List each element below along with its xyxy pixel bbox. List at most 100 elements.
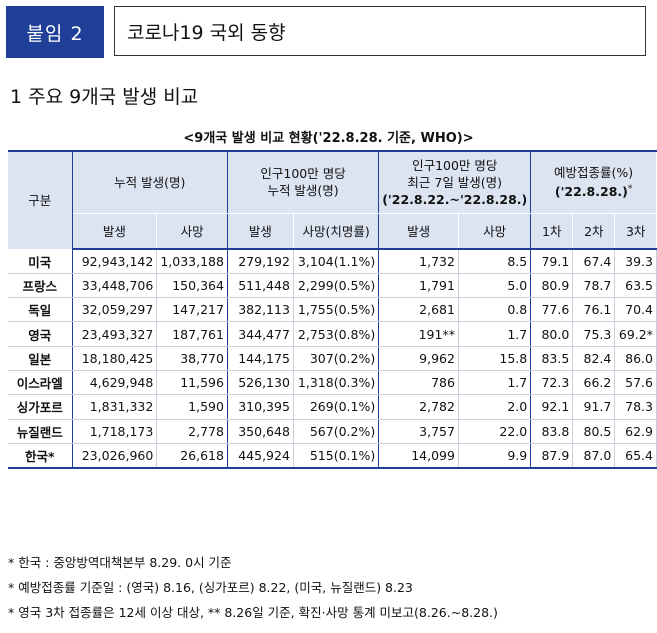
value-cell: 80.0: [530, 321, 574, 347]
header-vacc-line2: ('22.8.28.): [554, 184, 628, 200]
value-cell: 9.9: [458, 443, 532, 469]
value-cell: 1,318(0.3%): [293, 370, 380, 396]
value-cell: 15.8: [458, 346, 532, 371]
value-cell: 77.6: [530, 297, 574, 323]
value-cell: 1.7: [458, 370, 532, 396]
table-row: 영국 23,493,327 187,761 344,477 2,753(0.8%) 191…: [8, 321, 657, 347]
value-cell: 22.0: [458, 419, 532, 444]
country-cell: 일본: [8, 346, 73, 371]
value-cell: 8.5: [458, 249, 532, 274]
value-cell: 786: [378, 370, 459, 396]
value-cell: 82.4: [572, 346, 616, 371]
value-cell: 2,778: [156, 419, 228, 444]
country-cell: 독일: [8, 297, 73, 323]
value-cell: 0.8: [458, 297, 532, 323]
value-cell: 526,130: [227, 370, 294, 396]
value-cell: 1,590: [156, 394, 228, 420]
value-cell: 32,059,297: [72, 297, 158, 323]
value-cell: 2.0: [458, 394, 532, 420]
attachment-badge: 붙임 2: [6, 6, 104, 58]
value-cell: 92,943,142: [72, 249, 158, 274]
subheader-cell: 사망: [156, 213, 228, 250]
header-vaccination: 예방접종률(%) ('22.8.28.)*: [530, 150, 657, 214]
subheader-cell: 발생: [227, 213, 294, 250]
country-cell: 뉴질랜드: [8, 419, 73, 444]
country-cell: 이스라엘: [8, 370, 73, 396]
header-recent-line3: ('22.8.22.~'22.8.28.): [382, 191, 528, 207]
value-cell: 86.0: [614, 346, 657, 371]
value-cell: 87.9: [530, 443, 574, 469]
country-cell: 미국: [8, 249, 73, 274]
value-cell: 5.0: [458, 273, 532, 299]
value-cell: 38,770: [156, 346, 228, 371]
value-cell: 72.3: [530, 370, 574, 396]
value-cell: 1,791: [378, 273, 459, 299]
header-vacc-line1: 예방접종률(%): [554, 165, 634, 181]
value-cell: 144,175: [227, 346, 294, 371]
header-recent: 인구100만 명당 최근 7일 발생(명) ('22.8.22.~'22.8.2…: [378, 150, 532, 214]
value-cell: 66.2: [572, 370, 616, 396]
value-cell: 1,831,332: [72, 394, 158, 420]
header-cumulative: 누적 발생(명): [72, 150, 228, 214]
value-cell: 1,732: [378, 249, 459, 274]
value-cell: 57.6: [614, 370, 657, 396]
value-cell: 515(0.1%): [293, 443, 380, 469]
table-row: 한국* 23,026,960 26,618 445,924 515(0.1%) 14,09…: [8, 443, 657, 469]
country-cell: 영국: [8, 321, 73, 347]
value-cell: 2,299(0.5%): [293, 273, 380, 299]
value-cell: 83.8: [530, 419, 574, 444]
value-cell: 2,782: [378, 394, 459, 420]
page-header: 붙임 2 코로나19 국외 동향: [6, 6, 646, 58]
value-cell: 382,113: [227, 297, 294, 323]
value-cell: 79.1: [530, 249, 574, 274]
table-row: 독일 32,059,297 147,217 382,113 1,755(0.5%) 2,6…: [8, 297, 657, 323]
value-cell: 567(0.2%): [293, 419, 380, 444]
value-cell: 279,192: [227, 249, 294, 274]
table-row: 미국 92,943,142 1,033,188 279,192 3,104(1.1%) 1…: [8, 249, 657, 274]
value-cell: 78.3: [614, 394, 657, 420]
section-title: 1 주요 9개국 발생 비교: [10, 86, 199, 108]
value-cell: 191**: [378, 321, 459, 347]
value-cell: 39.3: [614, 249, 657, 274]
header-vacc-mark: *: [627, 184, 633, 195]
value-cell: 80.9: [530, 273, 574, 299]
footnote: * 예방접종률 기준일 : (영국) 8.16, (싱가포르) 8.22, (미…: [8, 580, 413, 595]
header-division: 구분: [8, 150, 73, 250]
header-per-million: 인구100만 명당 누적 발생(명): [227, 150, 380, 214]
footnote: * 한국 : 중앙방역대책본부 8.29. 0시 기준: [8, 555, 232, 570]
value-cell: 69.2*: [614, 321, 657, 347]
value-cell: 80.5: [572, 419, 616, 444]
value-cell: 2,753(0.8%): [293, 321, 380, 347]
footnote: * 영국 3차 접종률은 12세 이상 대상, ** 8.26일 기준, 확진·…: [8, 605, 498, 620]
subheader-cell: 발생: [378, 213, 459, 250]
value-cell: 62.9: [614, 419, 657, 444]
country-cell: 프랑스: [8, 273, 73, 299]
value-cell: 18,180,425: [72, 346, 158, 371]
value-cell: 3,104(1.1%): [293, 249, 380, 274]
value-cell: 83.5: [530, 346, 574, 371]
value-cell: 1.7: [458, 321, 532, 347]
footnotes: * 한국 : 중앙방역대책본부 8.29. 0시 기준 * 예방접종률 기준일 …: [8, 550, 498, 625]
subheader-cell: 3차: [614, 213, 657, 250]
value-cell: 9,962: [378, 346, 459, 371]
value-cell: 70.4: [614, 297, 657, 323]
value-cell: 150,364: [156, 273, 228, 299]
value-cell: 1,755(0.5%): [293, 297, 380, 323]
table-row: 이스라엘 4,629,948 11,596 526,130 1,318(0.3%) 786…: [8, 370, 657, 396]
country-cell: 싱가포르: [8, 394, 73, 420]
subheader-cell: 2차: [572, 213, 616, 250]
header-recent-line1: 인구100만 명당: [412, 157, 498, 173]
value-cell: 75.3: [572, 321, 616, 347]
table-caption: <9개국 발생 비교 현황('22.8.28. 기준, WHO)>: [183, 131, 474, 146]
value-cell: 1,718,173: [72, 419, 158, 444]
value-cell: 26,618: [156, 443, 228, 469]
table-row: 프랑스 33,448,706 150,364 511,448 2,299(0.5%) 1,…: [8, 273, 657, 299]
value-cell: 310,395: [227, 394, 294, 420]
value-cell: 307(0.2%): [293, 346, 380, 371]
value-cell: 76.1: [572, 297, 616, 323]
country-cell: 한국*: [8, 443, 73, 469]
value-cell: 65.4: [614, 443, 657, 469]
value-cell: 63.5: [614, 273, 657, 299]
value-cell: 344,477: [227, 321, 294, 347]
value-cell: 87.0: [572, 443, 616, 469]
